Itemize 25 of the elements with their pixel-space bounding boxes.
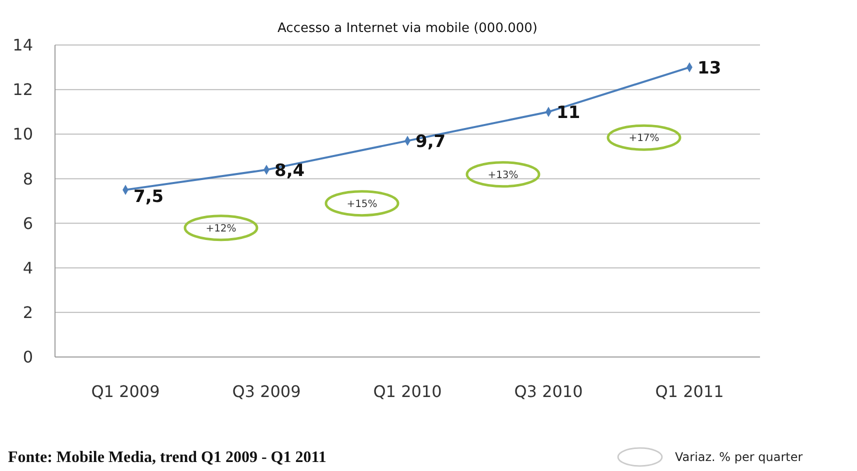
y-tick-label: 10 bbox=[12, 124, 33, 144]
y-tick-label: 14 bbox=[12, 36, 33, 55]
x-tick-label: Q1 2009 bbox=[91, 382, 160, 401]
data-label: 13 bbox=[698, 58, 722, 78]
y-tick-label: 12 bbox=[12, 80, 33, 100]
data-label: 8,4 bbox=[274, 160, 305, 181]
data-label: 11 bbox=[556, 102, 580, 123]
text: Variaz. % per quarter bbox=[675, 450, 803, 464]
annotation: +13% bbox=[488, 170, 518, 181]
data-label: 7,5 bbox=[134, 186, 164, 207]
annotation: +17% bbox=[628, 133, 660, 144]
y-tick-label: 0 bbox=[22, 348, 33, 367]
y-tick-label: 2 bbox=[22, 303, 33, 322]
x-tick-label: Q3 2009 bbox=[232, 382, 301, 401]
y-tick-label: 6 bbox=[22, 214, 33, 233]
annotation: +12% bbox=[206, 223, 236, 234]
x-tick-label: Q3 2010 bbox=[514, 382, 583, 401]
annotation: +15% bbox=[346, 198, 378, 210]
x-tick-label: Q1 2010 bbox=[373, 382, 442, 401]
source-note: Fonte: Mobile Media, trend Q1 2009 - Q1 2011 bbox=[8, 449, 326, 466]
y-tick-label: 8 bbox=[22, 169, 33, 188]
data-label: 9,7 bbox=[416, 132, 446, 152]
x-tick-label: Q1 2011 bbox=[655, 382, 724, 401]
chart-title: Accesso a Internet via mobile (000.000) bbox=[278, 21, 538, 36]
y-tick-label: 4 bbox=[22, 258, 33, 278]
